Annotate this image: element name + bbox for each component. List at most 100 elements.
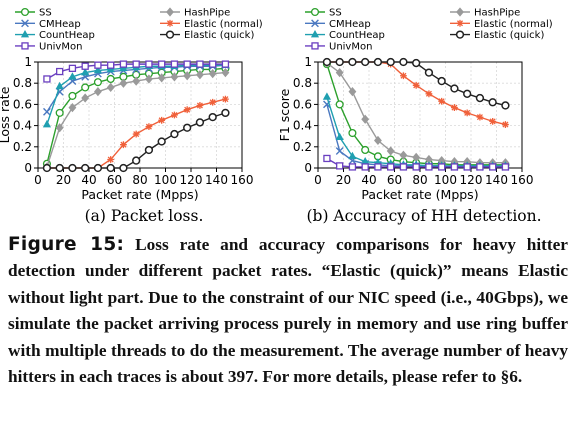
series-hashpipe xyxy=(43,67,230,172)
data-point-elastic-normal xyxy=(107,156,115,163)
data-point-hashpipe xyxy=(119,78,128,88)
x-axis-label: Packet rate (Mpps) xyxy=(81,187,198,202)
legend-marker xyxy=(166,7,174,17)
y-tick-label: 0.4 xyxy=(293,119,312,133)
series-univmon xyxy=(323,154,510,171)
legend-entry-elastic-quick: Elastic (quick) xyxy=(160,30,254,41)
data-point-univmon xyxy=(476,163,484,171)
data-point-countheap xyxy=(335,132,344,141)
data-point-hashpipe xyxy=(196,70,204,80)
data-point-hashpipe xyxy=(157,73,166,83)
data-point-ss xyxy=(81,83,90,92)
data-point-elastic-quick xyxy=(183,123,192,132)
legend-marker xyxy=(20,29,30,38)
figure: 00.20.40.60.810 20 40 60 80 100 120 140 160Packe… xyxy=(0,7,553,225)
data-point-hashpipe xyxy=(81,93,90,103)
series-line-ss xyxy=(326,63,506,166)
x-tick-label: 80 xyxy=(412,173,427,187)
series-ss xyxy=(322,60,510,169)
data-point-univmon xyxy=(387,163,395,171)
data-point-elastic-normal xyxy=(171,111,178,119)
data-point-elastic-quick xyxy=(157,137,166,146)
data-point-univmon xyxy=(132,60,140,68)
x-tick-label: 100 xyxy=(154,173,177,187)
legend-label: SS xyxy=(329,8,342,19)
data-point-countheap xyxy=(93,65,103,74)
data-point-univmon xyxy=(107,61,115,69)
x-tick-label: 0 xyxy=(314,173,322,187)
data-point-univmon xyxy=(183,60,191,68)
legend-marker xyxy=(21,42,29,50)
x-tick-label: 160 xyxy=(511,173,534,187)
legend-marker xyxy=(311,19,319,28)
data-point-elastic-quick xyxy=(68,163,77,173)
data-point-univmon xyxy=(68,64,77,73)
legend-entry-elastic-quick: Elastic (quick) xyxy=(450,30,544,41)
series-elastic-quick xyxy=(322,57,510,110)
data-point-hashpipe xyxy=(106,82,115,93)
data-point-univmon xyxy=(170,60,179,68)
data-point-elastic-quick xyxy=(412,58,421,68)
legend-entry-hashpipe: HashPipe xyxy=(450,7,520,19)
legend-marker xyxy=(165,30,175,39)
x-tick-label: 160 xyxy=(231,173,254,187)
data-point-univmon xyxy=(196,60,204,68)
data-point-countheap xyxy=(81,67,90,76)
legend-label: CountHeap xyxy=(39,30,95,41)
data-point-univmon xyxy=(145,60,153,68)
data-point-univmon xyxy=(221,60,230,68)
data-point-elastic-normal xyxy=(502,121,509,128)
legend-marker xyxy=(455,30,465,39)
data-point-elastic-normal xyxy=(132,130,140,138)
subfigure-caption: (a) Packet loss. xyxy=(85,207,204,225)
data-point-univmon xyxy=(336,162,344,170)
data-point-countheap xyxy=(42,119,52,128)
data-point-elastic-normal xyxy=(222,95,229,103)
x-tick-label: 140 xyxy=(205,173,228,187)
data-point-elastic-normal xyxy=(489,117,497,125)
data-point-elastic-quick xyxy=(463,89,472,98)
legend-entry-univmon: UnivMon xyxy=(15,41,82,52)
data-point-univmon xyxy=(438,163,446,171)
legend-entry-cmheap: CMHeap xyxy=(15,19,81,30)
data-point-univmon xyxy=(323,154,331,163)
y-tick-label: 0.4 xyxy=(13,119,32,133)
legend-label: UnivMon xyxy=(39,41,82,52)
legend-marker xyxy=(456,19,464,27)
data-point-univmon xyxy=(81,62,89,70)
data-point-hashpipe xyxy=(55,123,64,133)
x-tick-label: 60 xyxy=(107,173,122,187)
data-point-elastic-quick xyxy=(399,57,408,67)
x-tick-label: 20 xyxy=(56,173,71,187)
data-point-hashpipe xyxy=(94,87,102,97)
data-point-hashpipe xyxy=(399,150,408,160)
legend-label: UnivMon xyxy=(329,41,372,52)
series-line-hashpipe xyxy=(326,62,506,164)
legend-label: Elastic (quick) xyxy=(184,30,254,41)
legend-label: HashPipe xyxy=(474,8,520,19)
data-point-ss xyxy=(93,78,102,87)
legend-marker xyxy=(21,19,29,28)
y-axis-label: Loss rate xyxy=(0,86,12,143)
data-point-elastic-quick xyxy=(132,156,141,165)
y-tick-label: 1 xyxy=(24,55,32,69)
data-point-ss xyxy=(106,74,115,84)
legend-entry-countheap: CountHeap xyxy=(15,29,95,41)
data-point-elastic-normal xyxy=(400,72,407,80)
data-point-univmon xyxy=(361,163,369,171)
series-hashpipe xyxy=(323,58,510,168)
data-point-elastic-quick xyxy=(335,57,344,67)
data-point-elastic-quick xyxy=(119,163,128,173)
data-point-hashpipe xyxy=(221,67,230,78)
data-point-elastic-quick xyxy=(348,57,357,67)
data-point-elastic-quick xyxy=(437,76,446,86)
data-point-univmon xyxy=(119,60,128,68)
legend-entry-ss: SS xyxy=(305,8,342,19)
legend-label: CMHeap xyxy=(329,19,371,30)
data-point-univmon xyxy=(209,60,217,68)
data-point-elastic-quick xyxy=(488,98,497,107)
data-point-elastic-quick xyxy=(361,57,370,67)
data-point-hashpipe xyxy=(132,76,141,86)
legend-entry-elastic-normal: Elastic (normal) xyxy=(450,19,553,30)
data-point-elastic-normal xyxy=(412,81,420,89)
